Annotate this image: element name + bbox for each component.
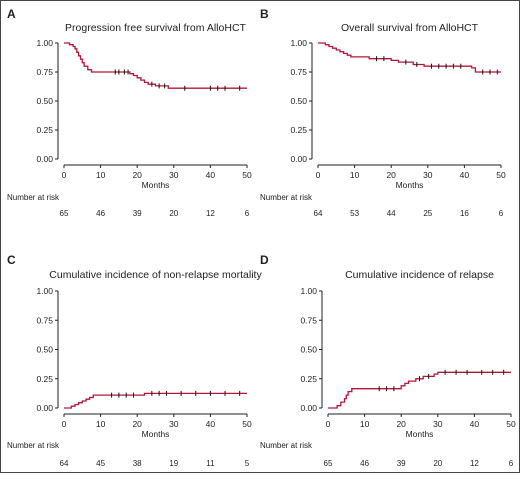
x-axis-label: Months <box>406 429 434 439</box>
x-tick-label: 50 <box>242 419 252 429</box>
risk-value: 20 <box>433 459 442 468</box>
y-tick-label: 1.00 <box>290 38 307 48</box>
risk-value: 46 <box>96 209 105 218</box>
survival-curve <box>64 42 247 89</box>
x-tick-label: 0 <box>326 419 331 429</box>
panel-a: A Progression free survival from AlloHCT 0… <box>7 7 252 218</box>
risk-table-title: Number at risk <box>260 193 313 202</box>
y-tick-label: 0.50 <box>300 345 317 355</box>
x-tick-label: 30 <box>169 170 179 180</box>
x-tick-label: 10 <box>360 419 370 429</box>
risk-value: 6 <box>245 209 250 218</box>
survival-curve <box>64 392 247 409</box>
y-tick-label: 0.75 <box>36 315 53 325</box>
panel-c: C Cumulative incidence of non-relapse mor… <box>7 253 262 468</box>
risk-value: 25 <box>423 209 432 218</box>
x-tick-label: 0 <box>316 170 321 180</box>
risk-value: 20 <box>169 209 178 218</box>
risk-value: 65 <box>324 459 333 468</box>
panel-title: Progression free survival from AlloHCT <box>65 22 246 34</box>
survival-curve <box>318 42 501 73</box>
x-tick-label: 50 <box>242 170 252 180</box>
panel-letter: C <box>7 253 16 267</box>
x-tick-label: 40 <box>460 170 470 180</box>
risk-value: 16 <box>460 209 469 218</box>
x-tick-label: 30 <box>169 419 179 429</box>
risk-table-title: Number at risk <box>260 441 313 450</box>
panel-title: Cumulative incidence of non-relapse mort… <box>49 269 262 281</box>
x-tick-label: 50 <box>496 170 506 180</box>
y-tick-label: 0.00 <box>300 403 317 413</box>
y-tick-label: 0.25 <box>300 374 317 384</box>
panel-letter: D <box>260 253 269 267</box>
risk-value: 53 <box>350 209 359 218</box>
y-tick-label: 0.00 <box>290 154 307 164</box>
risk-value: 6 <box>499 209 504 218</box>
x-tick-label: 10 <box>96 419 106 429</box>
panel-d: D Cumulative incidence of relapse 0.00 0.25… <box>260 253 516 468</box>
risk-value: 64 <box>314 209 323 218</box>
x-tick-label: 40 <box>206 419 216 429</box>
y-tick-label: 0.25 <box>290 125 307 135</box>
x-tick-label: 20 <box>396 419 406 429</box>
risk-table-title: Number at risk <box>7 441 60 450</box>
x-axis-label: Months <box>142 180 170 190</box>
panel-title: Overall survival from AlloHCT <box>341 22 479 34</box>
x-tick-label: 40 <box>206 170 216 180</box>
risk-value: 12 <box>470 459 479 468</box>
risk-value: 6 <box>509 459 514 468</box>
y-tick-label: 1.00 <box>36 38 53 48</box>
risk-table-title: Number at risk <box>7 193 60 202</box>
panel-letter: B <box>260 7 269 21</box>
y-tick-label: 0.25 <box>36 374 53 384</box>
risk-value: 38 <box>133 459 142 468</box>
y-tick-label: 1.00 <box>300 286 317 296</box>
y-tick-label: 0.75 <box>290 67 307 77</box>
panel-title: Cumulative incidence of relapse <box>345 269 494 281</box>
x-tick-label: 0 <box>62 419 67 429</box>
x-tick-label: 20 <box>386 170 396 180</box>
risk-value: 64 <box>60 459 69 468</box>
risk-value: 39 <box>397 459 406 468</box>
x-tick-label: 0 <box>62 170 67 180</box>
x-tick-label: 10 <box>96 170 106 180</box>
x-tick-label: 50 <box>506 419 516 429</box>
x-tick-label: 20 <box>132 419 142 429</box>
risk-value: 46 <box>360 459 369 468</box>
risk-value: 39 <box>133 209 142 218</box>
y-tick-label: 0.75 <box>36 67 53 77</box>
risk-value: 12 <box>206 209 215 218</box>
x-axis-label: Months <box>396 180 424 190</box>
y-tick-label: 1.00 <box>36 286 53 296</box>
y-tick-label: 0.00 <box>36 154 53 164</box>
risk-value: 19 <box>169 459 178 468</box>
panel-letter: A <box>7 7 16 21</box>
y-tick-label: 0.50 <box>36 96 53 106</box>
panel-b: B Overall survival from AlloHCT 0.00 0.25 0.… <box>260 7 506 218</box>
y-tick-label: 0.00 <box>36 403 53 413</box>
x-tick-label: 10 <box>350 170 360 180</box>
x-tick-label: 20 <box>132 170 142 180</box>
y-tick-label: 0.50 <box>36 345 53 355</box>
risk-value: 5 <box>245 459 250 468</box>
x-tick-label: 40 <box>470 419 480 429</box>
y-tick-label: 0.50 <box>290 96 307 106</box>
risk-value: 44 <box>387 209 396 218</box>
risk-value: 45 <box>96 459 105 468</box>
risk-value: 65 <box>60 209 69 218</box>
y-tick-label: 0.75 <box>300 315 317 325</box>
x-tick-label: 30 <box>433 419 443 429</box>
x-tick-label: 30 <box>423 170 433 180</box>
x-axis-label: Months <box>142 429 170 439</box>
risk-value: 11 <box>206 459 215 468</box>
y-tick-label: 0.25 <box>36 125 53 135</box>
